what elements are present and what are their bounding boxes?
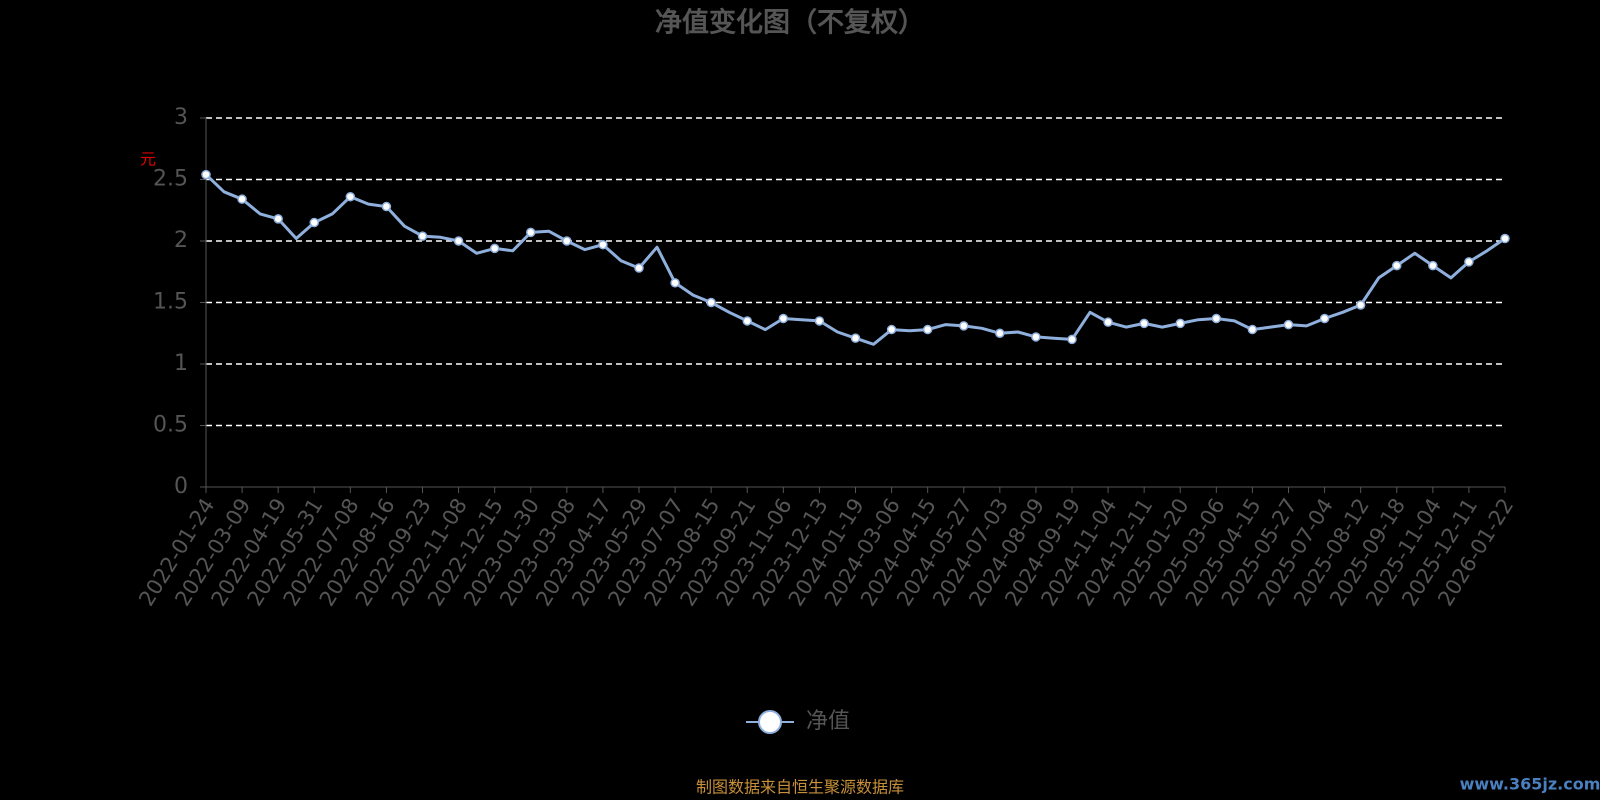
point-marker	[1247, 324, 1258, 335]
point-marker	[1175, 318, 1185, 329]
point-marker	[1103, 317, 1113, 327]
y-tick-label: 0	[174, 474, 188, 499]
point-marker	[1319, 313, 1330, 324]
point-marker	[778, 313, 789, 324]
point-marker	[670, 278, 680, 288]
point-marker	[526, 227, 536, 238]
point-marker	[1211, 313, 1222, 324]
point-marker	[562, 236, 572, 246]
point-marker	[742, 316, 752, 326]
point-marker	[1392, 260, 1402, 271]
point-marker	[1355, 300, 1366, 310]
point-marker	[1283, 319, 1294, 330]
y-axis-label: 元	[140, 150, 156, 169]
legend-marker	[758, 710, 782, 734]
point-marker	[995, 328, 1005, 338]
point-marker	[1500, 233, 1510, 244]
point-marker	[886, 324, 897, 335]
point-marker	[201, 169, 211, 180]
y-tick-label: 2	[174, 228, 188, 253]
point-marker	[959, 321, 969, 331]
y-tick-label: 0.5	[153, 413, 188, 438]
point-marker	[417, 231, 428, 241]
y-tick-label: 3	[174, 105, 188, 130]
legend-label: 净值	[806, 709, 850, 734]
point-marker	[814, 316, 825, 326]
point-marker	[598, 239, 608, 250]
point-marker	[309, 217, 319, 228]
point-marker	[381, 201, 392, 212]
y-tick-label: 1.5	[153, 290, 188, 315]
point-marker	[237, 194, 247, 204]
point-marker	[1031, 332, 1041, 342]
point-marker	[706, 297, 716, 308]
point-marker	[634, 263, 644, 273]
watermark: www.365jz.com	[1460, 775, 1600, 794]
y-tick-label: 1	[174, 351, 188, 376]
point-marker	[489, 243, 500, 254]
point-marker	[922, 324, 933, 335]
chart-title: 净值变化图（不复权）	[655, 7, 925, 39]
point-marker	[345, 191, 356, 202]
y-tick-label: 2.5	[153, 167, 188, 192]
point-marker	[1139, 318, 1149, 329]
point-marker	[1464, 257, 1474, 267]
point-marker	[453, 236, 464, 246]
source-note: 制图数据来自恒生聚源数据库	[696, 778, 904, 797]
point-marker	[1067, 334, 1077, 345]
point-marker	[273, 214, 283, 224]
point-marker	[1428, 260, 1438, 271]
point-marker	[850, 333, 861, 343]
